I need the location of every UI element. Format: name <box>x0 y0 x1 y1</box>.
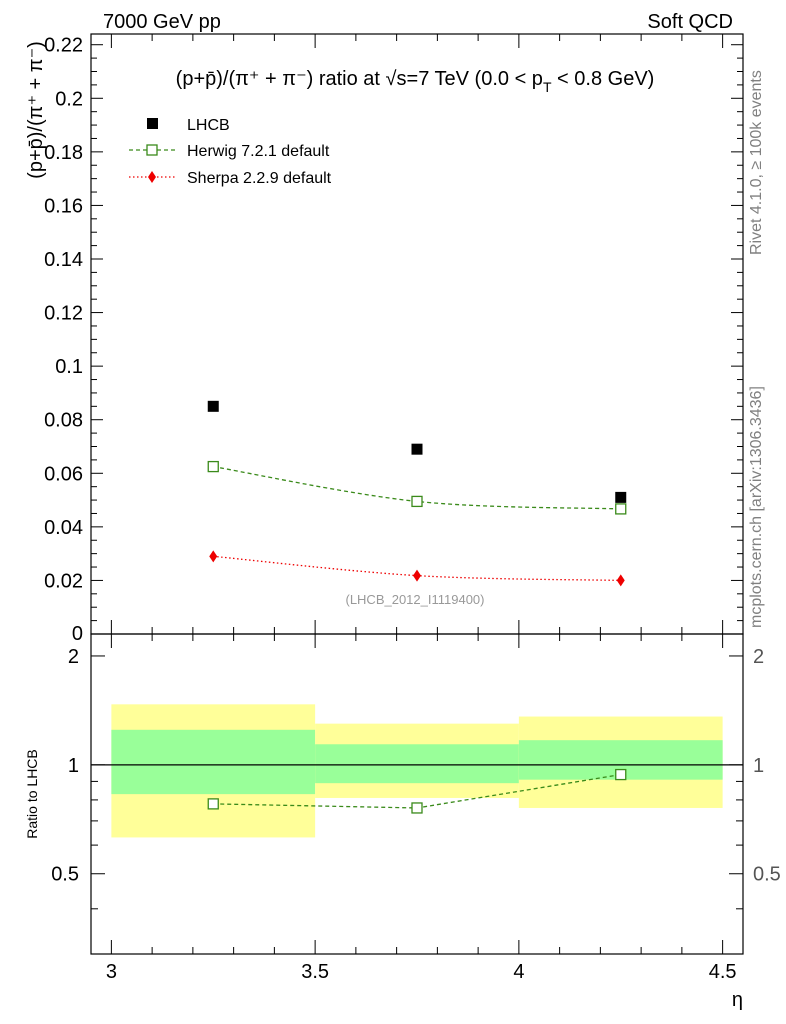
title-subscript: T <box>543 79 552 95</box>
legend-herwig-marker <box>146 144 158 156</box>
sherpa-point <box>209 550 218 563</box>
title-rhs: < 0.8 GeV) <box>552 68 655 90</box>
sherpa-point <box>413 569 421 582</box>
herwig-point <box>207 460 219 473</box>
category-label: Soft QCD <box>647 11 733 33</box>
title-lhs: (p+p̄)/(π⁺ + π⁻) ratio at <box>176 68 386 90</box>
y-tick-label: 0.18 <box>44 142 83 164</box>
ratio-herwig-point <box>411 802 423 814</box>
sherpa-point <box>616 574 625 587</box>
ratio-y-tick-label-right: 0.5 <box>753 864 781 886</box>
legend-lhcb-label: LHCB <box>187 117 230 134</box>
title-energy: s=7 TeV (0.0 < p <box>397 68 543 90</box>
ratio-panel: 0.5 0.5 1 1 2 2 3 3.5 4 4.5 Ratio to LHCB η <box>24 633 781 1011</box>
analysis-watermark: (LHCB_2012_I1119400) <box>345 592 484 607</box>
title-sqrt: √ <box>386 68 397 90</box>
ratio-ticks: 0.5 0.5 1 1 2 2 3 3.5 4 4.5 <box>51 634 781 983</box>
ratio-band-inner <box>111 729 316 795</box>
lhcb-point <box>207 400 219 412</box>
y-tick-label: 0.08 <box>44 410 83 432</box>
y-tick-label: 0.2 <box>55 88 83 110</box>
y-tick-label: 0.14 <box>44 249 83 271</box>
main-marks <box>207 400 627 587</box>
legend-herwig-label: Herwig 7.2.1 default <box>187 143 330 160</box>
lhcb-point <box>411 443 423 455</box>
y-tick-label: 0.12 <box>44 303 83 325</box>
y-tick-label: 0.1 <box>55 356 83 378</box>
ratio-y-tick-label-right: 1 <box>753 755 764 777</box>
x-tick-label: 4 <box>513 961 524 983</box>
ratio-herwig-point <box>207 798 219 810</box>
legend-sherpa-marker <box>148 171 156 183</box>
ratio-y-tick-label: 1 <box>68 755 79 777</box>
y-tick-label: 0.16 <box>44 195 83 217</box>
energy-label: 7000 GeV pp <box>103 11 221 33</box>
ratio-band-inner <box>315 744 519 784</box>
mcplots-label: mcplots.cern.ch [arXiv:1306.3436] <box>748 386 765 628</box>
herwig-point <box>615 503 627 515</box>
ratio-bands <box>91 704 743 838</box>
ratio-marks <box>207 768 627 814</box>
ratio-frame <box>90 633 744 955</box>
x-tick-label: 4.5 <box>709 961 737 983</box>
y-tick-label: 0.04 <box>44 517 83 539</box>
legend-sherpa-label: Sherpa 2.2.9 default <box>187 170 332 187</box>
ratio-herwig-point <box>615 768 627 781</box>
ratio-y-tick-label: 0.5 <box>51 864 79 886</box>
ratio-y-tick-label: 2 <box>68 646 79 668</box>
y-tick-label: 0.06 <box>44 463 83 485</box>
ratio-y-tick-label-right: 2 <box>753 646 764 668</box>
rivet-label: Rivet 4.1.0, ≥ 100k events <box>748 70 765 255</box>
legend: LHCB Herwig 7.2.1 default Sherpa 2.2.9 d… <box>129 117 332 187</box>
y-tick-label-zero: 0 <box>72 623 83 645</box>
x-tick-label: 3 <box>106 961 117 983</box>
herwig-point <box>411 495 423 508</box>
lhcb-point <box>615 491 627 503</box>
main-ticks: 0.02 0.04 0.06 0.08 0.1 0.12 0.14 0.16 0.18 0.2 0.… <box>44 34 743 645</box>
legend-lhcb-marker <box>147 118 158 129</box>
x-axis-label: η <box>732 989 743 1011</box>
y-tick-label: 0.02 <box>44 570 83 592</box>
y-tick-label: 0.22 <box>44 35 83 57</box>
ratio-y-axis-label: Ratio to LHCB <box>24 749 40 838</box>
x-tick-label: 3.5 <box>301 961 329 983</box>
y-axis-label: (p+p̄)/(π⁺ + π⁻) <box>25 41 47 179</box>
main-panel: 0.02 0.04 0.06 0.08 0.1 0.12 0.14 0.16 0.18 0.2 0.… <box>25 33 744 645</box>
plot-title: (p+p̄)/(π⁺ + π⁻) ratio at √s=7 TeV (0.0 … <box>176 68 655 95</box>
